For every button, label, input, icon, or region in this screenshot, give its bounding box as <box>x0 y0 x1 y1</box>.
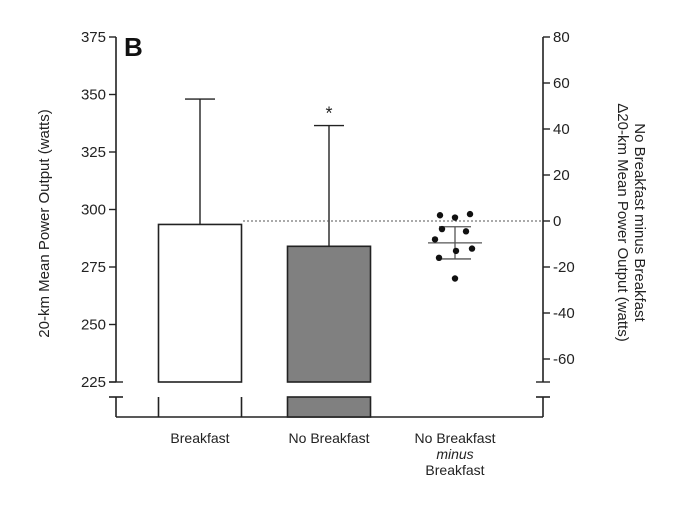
chart-marks <box>156 98 543 418</box>
difference-point <box>431 236 439 243</box>
difference-point <box>466 210 474 218</box>
significance-marker: * <box>325 104 332 124</box>
right-tick-label: 20 <box>553 167 570 184</box>
left-axis-title: 20-km Mean Power Output (watts) <box>36 109 53 337</box>
right-tick-label: 0 <box>553 213 561 230</box>
category-label: Breakfast <box>170 430 229 446</box>
right-axis-title-line: Δ20-km Mean Power Output (watts) <box>614 103 631 341</box>
left-tick-label: 225 <box>81 374 106 391</box>
category-label: No Breakfast <box>415 430 496 446</box>
bar <box>157 223 243 383</box>
bar <box>286 245 372 383</box>
axis-break-gap <box>156 383 244 396</box>
category-label: minus <box>436 446 473 462</box>
difference-point <box>451 214 459 221</box>
category-label: No Breakfast <box>289 430 370 446</box>
left-tick-label: 275 <box>81 259 106 276</box>
difference-point <box>452 247 460 255</box>
left-tick-label: 350 <box>81 87 106 104</box>
right-tick-label: 60 <box>553 75 570 92</box>
right-tick-label: -60 <box>553 351 575 368</box>
right-axis-title-line: No Breakfast minus Breakfast <box>631 123 648 322</box>
chart-labels: 225 250 275 300 325 350 375 -60 -40 -20 0 20 40 60 80 2… <box>36 29 648 478</box>
right-tick-label: -40 <box>553 305 575 322</box>
right-tick-label: 40 <box>553 121 570 138</box>
difference-point <box>435 254 443 261</box>
left-tick-label: 300 <box>81 202 106 219</box>
left-tick-label: 250 <box>81 317 106 334</box>
difference-point <box>462 228 470 235</box>
panel-letter: B <box>124 32 143 62</box>
bar-stub <box>286 396 372 418</box>
difference-point <box>468 245 476 252</box>
right-tick-label: 80 <box>553 29 570 46</box>
difference-point <box>438 225 446 233</box>
right-tick-label: -20 <box>553 259 575 276</box>
category-label: Breakfast <box>425 462 484 478</box>
left-tick-label: 325 <box>81 144 106 161</box>
axis-break-gap <box>285 383 373 396</box>
difference-point <box>451 275 459 282</box>
left-tick-label: 375 <box>81 29 106 46</box>
difference-point <box>436 212 444 219</box>
